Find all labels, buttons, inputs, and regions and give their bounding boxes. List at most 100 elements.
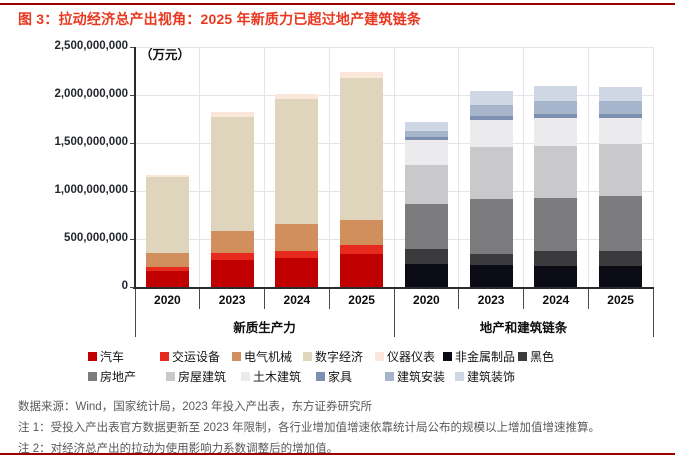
legend-item-家具: 家具	[316, 368, 352, 385]
bar-segment-非金属制品	[534, 266, 578, 287]
legend-label: 汽车	[100, 350, 125, 364]
legend-swatch	[232, 352, 241, 361]
x-axis-year-label: 2025	[607, 293, 634, 307]
bar-segment-房地产	[469, 199, 513, 254]
legend-swatch	[303, 352, 312, 361]
x-axis-tickmark	[587, 289, 589, 309]
legend-item-电气机械: 电气机械	[232, 348, 292, 365]
legend-label: 建筑安装	[397, 370, 446, 384]
legend-swatch	[88, 372, 97, 381]
x-axis-group-label: 地产和建筑链条	[479, 321, 568, 335]
bar-segment-建筑安装	[599, 101, 643, 115]
x-axis-year-label: 2023	[218, 293, 246, 307]
legend-item-黑色: 黑色	[518, 348, 554, 365]
bar-segment-房屋建筑	[469, 146, 513, 200]
bar-segment-数字经济	[210, 117, 254, 231]
bar-segment-数字经济	[275, 99, 319, 225]
bar-segment-仪器仪表	[275, 93, 319, 100]
legend-label: 建筑装饰	[467, 370, 516, 384]
legend-label: 家具	[328, 370, 353, 384]
legend-swatch	[455, 372, 464, 381]
bar-segment-汽车	[275, 258, 319, 287]
legend-label: 电气机械	[244, 350, 293, 364]
bar-segment-建筑装饰	[469, 90, 513, 105]
x-axis-line	[133, 287, 654, 289]
x-axis-tickmark	[458, 289, 460, 309]
legend-label: 数字经济	[315, 350, 364, 364]
y-axis-tick-label: 500,000,000	[64, 232, 128, 244]
x-axis-year-label: 2024	[283, 293, 311, 307]
y-axis-tickmark	[130, 94, 134, 96]
v-gridline	[587, 47, 589, 287]
bar-segment-数字经济	[340, 77, 384, 220]
bar-segment-黑色	[599, 250, 643, 267]
bar-segment-房地产	[534, 198, 578, 252]
bar-segment-黑色	[469, 253, 513, 266]
bar-segment-黑色	[534, 251, 578, 267]
y-axis-tickmark	[130, 286, 134, 288]
bar-segment-家具	[404, 136, 448, 140]
x-axis-tickmark	[199, 289, 201, 309]
bar-segment-建筑安装	[404, 130, 448, 137]
bar-segment-非金属制品	[599, 266, 643, 287]
bar-segment-家具	[599, 114, 643, 119]
legend-item-数字经济: 数字经济	[303, 348, 363, 365]
legend-label: 房屋建筑	[178, 370, 227, 384]
top-divider-rule	[0, 3, 675, 5]
bar-segment-非金属制品	[469, 265, 513, 287]
y-axis-tick-label: 2,000,000,000	[54, 88, 128, 100]
bar-segment-交运设备	[210, 253, 254, 260]
y-axis-tick-label: 1,500,000,000	[54, 136, 128, 148]
y-axis-line	[134, 47, 136, 288]
y-axis-tickmark	[130, 46, 134, 48]
legend-item-建筑安装: 建筑安装	[385, 368, 445, 385]
bar-segment-房屋建筑	[404, 164, 448, 205]
legend-item-建筑装饰: 建筑装饰	[455, 368, 515, 385]
y-axis-tick-label: 1,000,000,000	[54, 184, 128, 196]
x-axis-year-label: 2020	[154, 293, 181, 307]
bar-segment-电气机械	[275, 224, 319, 251]
bar-segment-建筑装饰	[404, 121, 448, 131]
x-axis-group-divider	[134, 289, 136, 337]
legend-swatch	[375, 352, 384, 361]
v-gridline	[652, 47, 654, 287]
legend-item-汽车: 汽车	[88, 348, 124, 365]
x-axis-year-label: 2020	[413, 293, 440, 307]
bar-segment-交运设备	[145, 266, 189, 272]
legend-label: 房地产	[100, 370, 137, 384]
bar-segment-仪器仪表	[145, 174, 189, 178]
x-axis-group-label: 新质生产力	[233, 321, 296, 335]
legend-swatch	[241, 372, 250, 381]
x-axis-tickmark	[328, 289, 330, 309]
bar-segment-电气机械	[145, 253, 189, 267]
x-axis-tickmark	[264, 289, 265, 309]
bar-segment-仪器仪表	[340, 71, 384, 78]
legend-swatch	[160, 352, 169, 361]
bar-segment-房地产	[404, 204, 448, 250]
footnote-2: 注 2：对经济总产出的拉动为使用影响力系数调整后的增加值。	[18, 443, 339, 455]
bar-segment-家具	[469, 115, 513, 120]
data-source-line: 数据来源：Wind，国家统计局，2023 年投入产出表，东方证券研究所	[18, 401, 372, 413]
bar-segment-房地产	[599, 195, 643, 251]
y-axis-tickmark	[130, 238, 134, 240]
legend-swatch	[518, 352, 527, 361]
v-gridline	[523, 47, 524, 287]
legend-label: 黑色	[530, 350, 555, 364]
legend-swatch	[88, 352, 97, 361]
bar-segment-汽车	[145, 271, 189, 287]
bar-segment-家具	[534, 113, 578, 118]
bar-segment-土木建筑	[469, 119, 513, 147]
legend-swatch	[166, 372, 175, 381]
v-gridline	[458, 47, 460, 287]
v-gridline	[264, 47, 265, 287]
footnote-1: 注 1：受投入产出表官方数据更新至 2023 年限制，各行业增加值增速依靠统计局…	[18, 422, 601, 434]
legend-item-仪器仪表: 仪器仪表	[375, 348, 435, 365]
legend-item-房屋建筑: 房屋建筑	[166, 368, 226, 385]
bar-segment-汽车	[340, 254, 384, 287]
bar-segment-土木建筑	[404, 139, 448, 165]
bar-segment-建筑装饰	[599, 87, 643, 102]
y-axis-tick-label: 0	[121, 280, 128, 292]
x-axis-year-label: 2023	[477, 293, 505, 307]
bar-segment-非金属制品	[404, 264, 448, 287]
